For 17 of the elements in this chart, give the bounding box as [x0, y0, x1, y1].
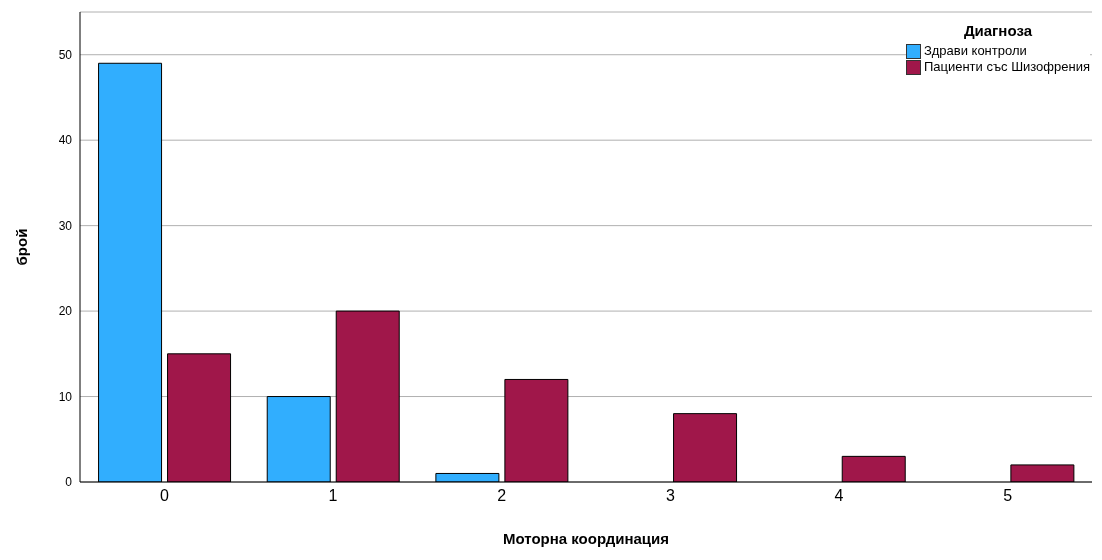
- y-axis-title: брой: [13, 228, 31, 266]
- legend-title: Диагноза: [962, 22, 1033, 39]
- y-tick-label: 20: [58, 304, 73, 319]
- y-tick-label: 30: [58, 218, 73, 233]
- x-tick-label: 0: [159, 487, 169, 505]
- legend-label: Здрави контроли: [923, 43, 1027, 59]
- y-tick-label: 40: [58, 133, 73, 148]
- x-tick-label: 1: [328, 487, 338, 505]
- legend-label: Пациенти със Шизофрения: [923, 59, 1090, 75]
- x-tick-label: 4: [834, 487, 844, 505]
- x-tick-label: 3: [665, 487, 675, 505]
- y-tick-label: 0: [65, 475, 73, 490]
- y-tick-label: 50: [58, 47, 73, 62]
- x-tick-label: 2: [497, 487, 507, 505]
- x-axis-title: Моторна координация: [502, 530, 670, 547]
- y-tick-label: 10: [58, 389, 73, 404]
- x-tick-label: 5: [1003, 487, 1013, 505]
